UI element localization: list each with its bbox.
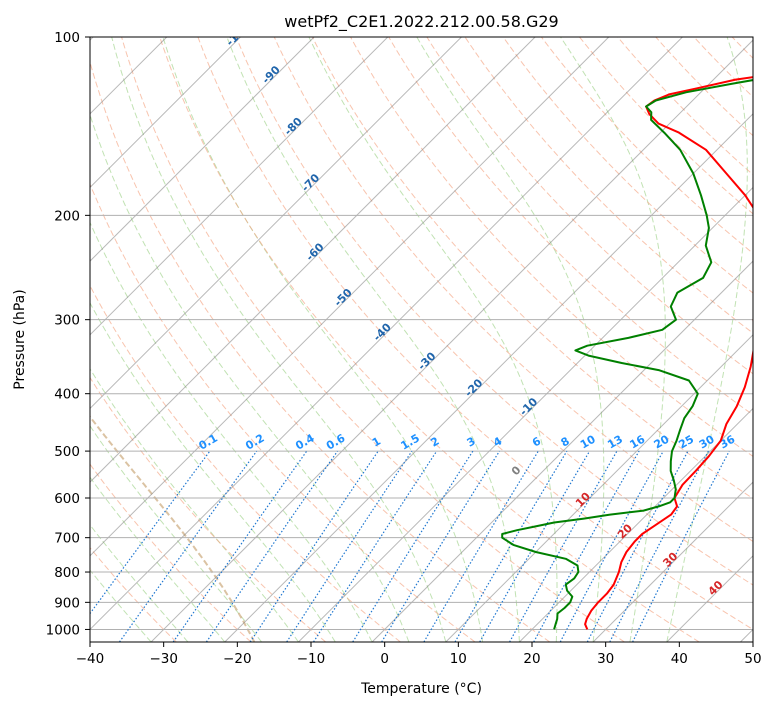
moist-adiabat [416,37,605,642]
y-tick-label: 900 [54,595,80,611]
mixing-ratio-line [609,450,710,642]
moist-adiabat [308,37,558,642]
isotherm-line [90,37,315,262]
mixing-ratio-line [509,450,618,642]
chart-title: wetPf2_C2E1.2022.212.00.58.G29 [284,12,558,32]
dry-adiabat [617,37,753,176]
dry-adiabat [502,37,753,294]
isotherm-line [90,37,610,557]
dry-adiabat [90,376,327,642]
mixing-ratio-line [352,450,474,642]
isotherm-line [90,37,241,189]
moist-adiabat [90,476,226,642]
dry-adiabat [426,37,753,375]
x-tick-label: 0 [380,651,389,667]
x-tick-label: −30 [149,651,178,667]
x-tick-label: 50 [744,651,761,667]
isotherm-line [150,39,753,642]
isotherm-line [371,260,753,642]
mixing-ratio-line [312,450,438,642]
y-tick-label: 1000 [46,622,80,638]
x-axis: −40 −30 −20 −10 0 10 20 30 40 50 [76,642,762,667]
dry-adiabat [197,37,753,631]
moist-adiabat [111,37,447,642]
y-axis: 100 200 300 400 500 600 700 800 900 1000 [46,30,90,638]
mixing-ratio-line [205,450,338,642]
dry-adiabat [235,37,753,586]
y-tick-label: 700 [54,531,80,547]
wetbulb-zero-curve [90,415,256,642]
isotherm-line [519,407,753,642]
mixing-ratio-line [172,450,308,642]
mixing-ratio-line [286,450,413,642]
dry-adiabat [90,60,551,642]
dry-adiabat [464,37,753,334]
isotherm-line [90,37,462,410]
x-tick-label: −40 [76,651,105,667]
moist-adiabat [90,569,152,642]
x-tick-label: −20 [223,651,252,667]
mixing-ratio-line [559,450,664,642]
isotherm-line [90,37,389,336]
dry-adiabat [90,284,401,642]
mixing-ratio-line [90,450,211,615]
mixing-ratio-line [381,450,501,642]
y-axis-title: Pressure (hPa) [12,289,28,389]
y-tick-label: 300 [54,313,80,329]
dry-adiabat [121,37,625,642]
isotherm-line [90,37,536,483]
moist-adiabat [560,37,666,642]
plot-frame [89,36,754,643]
mixing-ratio-line [423,450,539,642]
mixing-ratio-line [632,450,730,642]
mixing-ratio-line [119,450,258,642]
moist-adiabat [90,113,410,642]
mixing-ratio-line [586,450,689,642]
moist-adiabat [90,301,336,642]
isotherm-label: -100 [224,20,253,49]
isotherm-line [445,334,753,642]
y-tick-label: 600 [54,491,80,507]
moist-adiabat [90,221,373,642]
dry-adiabat [388,37,753,416]
x-axis-title: Temperature (°C) [360,681,482,697]
dry-adiabat [311,37,753,500]
moist-adiabat [90,424,263,642]
mixing-ratio-line [249,450,379,642]
y-tick-label: 800 [54,565,80,581]
moist-adiabat [666,37,748,642]
x-tick-label: 20 [523,651,540,667]
dry-adiabat [90,183,476,642]
y-tick-label: 200 [54,208,80,224]
y-tick-label: 400 [54,387,80,403]
moist-adiabat [226,37,520,642]
x-tick-label: 10 [450,651,467,667]
moist-adiabat [90,367,299,642]
x-tick-label: 30 [597,651,614,667]
moist-adiabat [90,524,189,642]
isotherm-line [592,481,753,642]
isotherm-line [224,113,753,642]
y-tick-label: 500 [54,444,80,460]
moist-adiabat [162,37,484,642]
x-tick-label: 40 [671,651,688,667]
x-tick-label: −10 [297,651,326,667]
isotherm-line [298,186,753,642]
dewpoint-profile [501,79,753,630]
y-tick-label: 100 [54,30,80,46]
dry-adiabat [541,37,753,254]
isotherm-line [90,37,683,631]
